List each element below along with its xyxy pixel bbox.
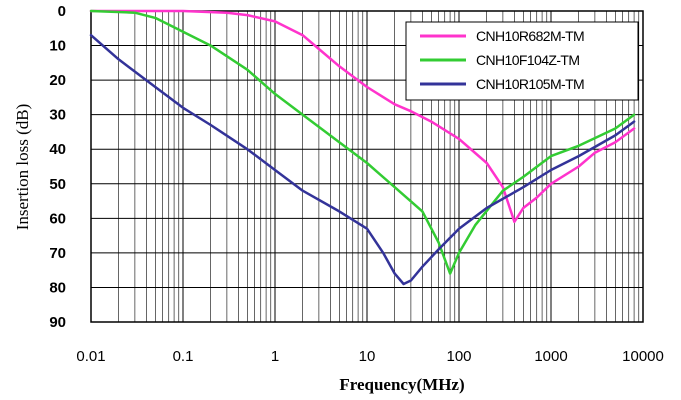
series-layer — [89, 9, 636, 286]
x-tick-label: 0.01 — [76, 348, 105, 365]
x-tick-label: 100 — [446, 348, 471, 365]
y-tick-labels: 0 10 20 30 40 50 60 70 80 90 — [49, 3, 66, 331]
x-tick-label: 10 — [359, 348, 376, 365]
legend-entry-label: CNH10R682M-TM — [476, 28, 584, 44]
y-tick-label: 90 — [49, 314, 66, 331]
y-tick-label: 70 — [49, 245, 66, 262]
y-axis-label: Insertion loss (dB) — [13, 104, 32, 231]
plot-frame — [90, 10, 644, 323]
x-tick-label: 1000 — [534, 348, 567, 365]
y-tick-label: 60 — [49, 210, 66, 227]
y-tick-label: 30 — [49, 107, 66, 124]
legend-entry-label: CNH10R105M-TM — [476, 76, 584, 92]
y-tick-label: 20 — [49, 72, 66, 89]
series-line — [89, 9, 636, 275]
x-tick-label: 1 — [271, 348, 279, 365]
series-line — [89, 33, 636, 286]
x-tick-label: 0.1 — [173, 348, 194, 365]
y-tick-label: 0 — [58, 3, 66, 20]
series-line — [89, 9, 636, 224]
y-tick-label: 50 — [49, 176, 66, 193]
y-tick-label: 10 — [49, 38, 66, 55]
x-tick-labels: 0.01 0.1 1 10 100 1000 10000 — [76, 348, 663, 365]
x-tick-label: 10000 — [622, 348, 664, 365]
plot-grid — [90, 10, 643, 323]
legend: CNH10R682M-TM CNH10F104Z-TM CNH10R105M-TM — [405, 21, 639, 101]
y-tick-label: 80 — [49, 279, 66, 296]
x-axis-label: Frequency(MHz) — [339, 375, 464, 394]
y-tick-label: 40 — [49, 141, 66, 158]
legend-entry-label: CNH10F104Z-TM — [476, 52, 579, 68]
